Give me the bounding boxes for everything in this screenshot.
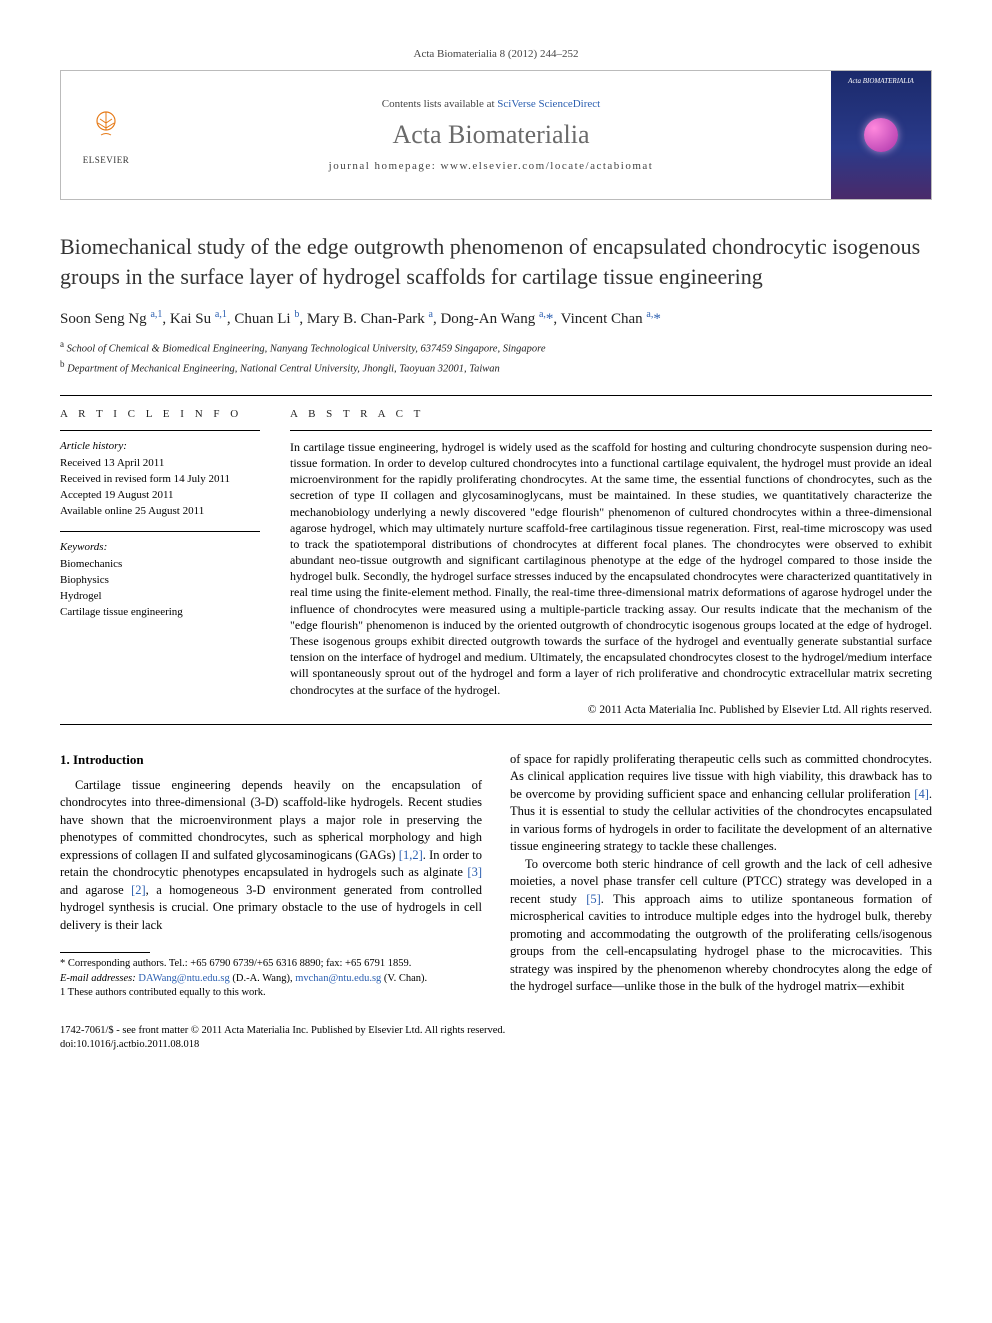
divider [290, 430, 932, 431]
ref-link[interactable]: [1,2] [399, 848, 423, 862]
front-matter-line: 1742-7061/$ - see front matter © 2011 Ac… [60, 1024, 932, 1038]
article-title: Biomechanical study of the edge outgrowt… [60, 232, 932, 291]
text: and agarose [60, 883, 131, 897]
abstract-head: A B S T R A C T [290, 408, 932, 420]
keyword: Biomechanics [60, 557, 260, 573]
publisher-logo: ELSEVIER [61, 71, 151, 199]
email-owner: (D.-A. Wang), [232, 973, 292, 984]
contents-prefix: Contents lists available at [382, 98, 497, 110]
affiliations: a School of Chemical & Biomedical Engine… [60, 338, 932, 376]
text: of space for rapidly proliferating thera… [510, 752, 932, 801]
affiliation-a: School of Chemical & Biomedical Engineer… [67, 344, 546, 355]
sciencedirect-link[interactable]: SciVerse ScienceDirect [497, 98, 600, 110]
contents-available: Contents lists available at SciVerse Sci… [382, 98, 600, 110]
body-two-column: 1. Introduction Cartilage tissue enginee… [60, 751, 932, 1000]
elsevier-tree-icon [83, 105, 130, 153]
journal-homepage: journal homepage: www.elsevier.com/locat… [329, 160, 654, 172]
divider [60, 430, 260, 431]
email-owner: (V. Chan). [384, 973, 427, 984]
emails-label: E-mail addresses: [60, 973, 136, 984]
email-link[interactable]: DAWang@ntu.edu.sg [138, 973, 229, 984]
history-received: Received 13 April 2011 [60, 456, 260, 472]
article-info-column: A R T I C L E I N F O Article history: R… [60, 408, 260, 716]
email-link[interactable]: mvchan@ntu.edu.sg [295, 973, 381, 984]
text: . This approach aims to utilize spontane… [510, 892, 932, 994]
journal-name: Acta Biomaterialia [392, 120, 589, 150]
keywords-list: Biomechanics Biophysics Hydrogel Cartila… [60, 557, 260, 621]
section-head-intro: 1. Introduction [60, 751, 482, 769]
abstract-column: A B S T R A C T In cartilage tissue engi… [290, 408, 932, 716]
intro-para-3: To overcome both steric hindrance of cel… [510, 856, 932, 996]
affiliation-b: Department of Mechanical Engineering, Na… [67, 363, 500, 374]
publisher-name: ELSEVIER [83, 155, 130, 165]
cover-art-icon [864, 118, 898, 152]
history-head: Article history: [60, 439, 260, 455]
intro-para-1: Cartilage tissue engineering depends hea… [60, 777, 482, 935]
footnotes: * Corresponding authors. Tel.: +65 6790 … [60, 952, 482, 1000]
history-online: Available online 25 August 2011 [60, 504, 260, 520]
keyword: Biophysics [60, 573, 260, 589]
abstract-copyright: © 2011 Acta Materialia Inc. Published by… [290, 704, 932, 716]
doi-line: doi:10.1016/j.actbio.2011.08.018 [60, 1038, 932, 1052]
keyword: Hydrogel [60, 589, 260, 605]
divider [60, 531, 260, 532]
masthead: ELSEVIER Contents lists available at Sci… [60, 70, 932, 200]
corresponding-note: * Corresponding authors. Tel.: +65 6790 … [60, 957, 482, 971]
history-accepted: Accepted 19 August 2011 [60, 488, 260, 504]
author-list: Soon Seng Ng a,1, Kai Su a,1, Chuan Li b… [60, 309, 932, 328]
journal-cover-thumb: Acta BIOMATERIALIA [831, 71, 931, 199]
ref-link[interactable]: [4] [914, 787, 929, 801]
page-footer: 1742-7061/$ - see front matter © 2011 Ac… [60, 1024, 932, 1052]
ref-link[interactable]: [3] [467, 865, 482, 879]
history-revised: Received in revised form 14 July 2011 [60, 472, 260, 488]
divider [60, 395, 932, 396]
ref-link[interactable]: [5] [586, 892, 601, 906]
running-head: Acta Biomaterialia 8 (2012) 244–252 [60, 48, 932, 60]
abstract-text: In cartilage tissue engineering, hydroge… [290, 439, 932, 698]
ref-link[interactable]: [2] [131, 883, 146, 897]
article-info-head: A R T I C L E I N F O [60, 408, 260, 420]
keyword: Cartilage tissue engineering [60, 605, 260, 621]
cover-title: Acta BIOMATERIALIA [831, 77, 931, 85]
divider [60, 724, 932, 725]
keywords-head: Keywords: [60, 540, 260, 556]
equal-contribution-note: 1 These authors contributed equally to t… [60, 986, 482, 1000]
intro-para-2: of space for rapidly proliferating thera… [510, 751, 932, 856]
